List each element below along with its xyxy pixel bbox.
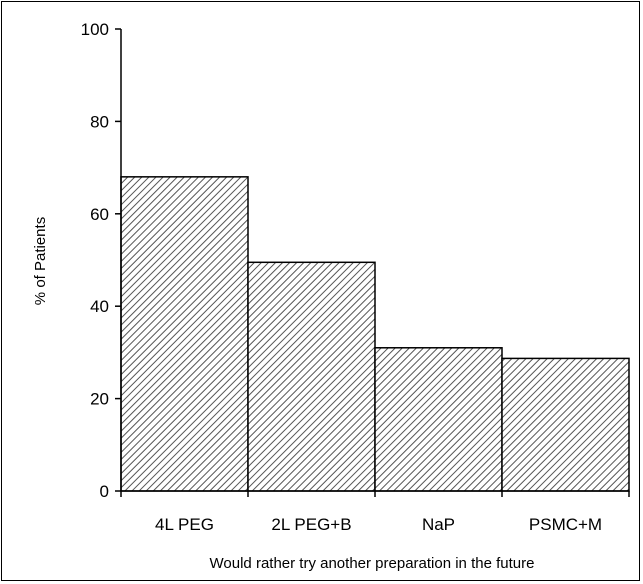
bar-nap: [374, 347, 503, 492]
x-tick-label: 2L PEG+B: [271, 515, 351, 534]
y-tick-label: 80: [90, 112, 109, 131]
x-tick-label: NaP: [422, 515, 455, 534]
bars-group: [120, 176, 630, 492]
x-ticks-group: 4L PEG 2L PEG+B NaP PSMC+M: [120, 491, 630, 534]
bar-psmc-m: [501, 357, 630, 492]
bar-2l-peg-b: [247, 261, 376, 492]
y-ticks-group: 0 20 40 60 80 100: [81, 20, 121, 501]
bar-4l-peg: [120, 176, 249, 492]
x-tick-label: 4L PEG: [155, 515, 214, 534]
x-tick-label: PSMC+M: [529, 515, 602, 534]
y-tick-label: 60: [90, 205, 109, 224]
y-tick-label: 20: [90, 390, 109, 409]
y-tick-label: 100: [81, 20, 109, 39]
y-axis-label: % of Patients: [32, 217, 49, 305]
y-tick-label: 40: [90, 297, 109, 316]
x-axis-label: Would rather try another preparation in …: [210, 555, 535, 572]
y-tick-label: 0: [100, 482, 109, 501]
